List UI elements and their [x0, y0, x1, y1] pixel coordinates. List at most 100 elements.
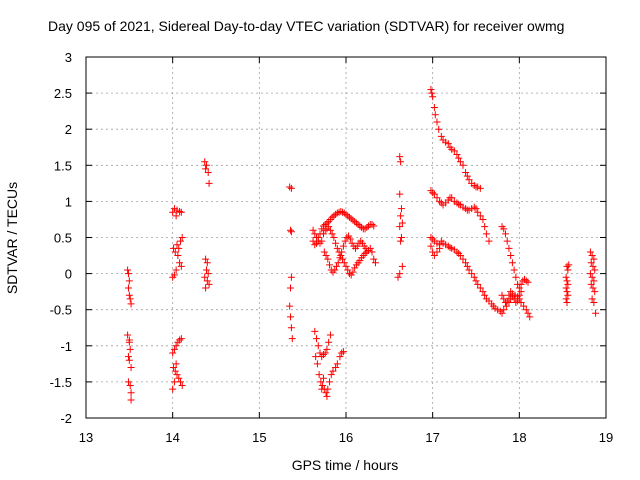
data-point — [448, 194, 456, 202]
data-point — [465, 176, 473, 184]
data-point — [588, 252, 596, 260]
data-point — [462, 259, 470, 267]
data-point — [591, 266, 599, 274]
data-point — [456, 158, 464, 166]
data-point — [340, 209, 348, 217]
data-point — [430, 252, 438, 260]
data-point — [430, 190, 438, 198]
data-point — [429, 189, 437, 197]
data-point — [124, 331, 132, 339]
data-point — [396, 153, 404, 161]
data-point — [172, 212, 180, 220]
data-point — [433, 248, 441, 256]
data-series — [586, 248, 600, 317]
data-point — [204, 270, 212, 278]
data-point — [287, 313, 295, 321]
data-point — [590, 298, 598, 306]
data-point — [524, 278, 532, 286]
axis-ticks: 13 14 15 16 17 18 19 -2 -1.5 -1 -0.5 0 0.5 1 1.5 2 2.5 3 — [50, 50, 614, 445]
data-point — [474, 208, 482, 216]
y-tick-label: -0.5 — [50, 303, 72, 318]
data-point — [590, 255, 598, 263]
data-point — [333, 209, 341, 217]
data-point — [427, 85, 435, 93]
data-point — [172, 266, 180, 274]
data-point — [515, 284, 523, 292]
data-point — [485, 237, 493, 245]
data-point — [371, 259, 379, 267]
data-point — [562, 273, 570, 281]
data-point — [201, 273, 209, 281]
data-point — [321, 221, 329, 229]
data-point — [363, 223, 371, 231]
data-point — [176, 259, 184, 267]
data-point — [127, 389, 135, 397]
data-point — [512, 298, 520, 306]
data-point — [287, 226, 295, 234]
data-point — [456, 252, 464, 260]
data-point — [331, 266, 339, 274]
data-point — [501, 298, 509, 306]
data-point — [472, 277, 480, 285]
data-point — [476, 284, 484, 292]
data-point — [589, 262, 597, 270]
data-series — [498, 223, 532, 306]
data-point — [397, 158, 405, 166]
data-point — [318, 237, 326, 245]
data-point — [512, 273, 520, 281]
data-point — [169, 273, 177, 281]
data-point — [446, 244, 454, 252]
data-point — [329, 367, 337, 375]
y-axis-label: SDTVAR / TECUs — [4, 182, 20, 294]
data-point — [586, 248, 594, 256]
data-point — [287, 324, 295, 332]
y-tick-label: 2.5 — [54, 86, 72, 101]
data-point — [319, 374, 327, 382]
data-point — [174, 252, 182, 260]
data-point — [320, 248, 328, 256]
data-point — [203, 259, 211, 267]
data-point — [433, 118, 441, 126]
data-point — [124, 266, 132, 274]
data-point — [169, 349, 177, 357]
data-point — [563, 298, 571, 306]
data-point — [170, 363, 178, 371]
data-point — [587, 259, 595, 267]
data-point — [340, 259, 348, 267]
data-point — [353, 242, 361, 250]
x-axis-label: GPS time / hours — [292, 457, 399, 473]
data-point — [459, 255, 467, 263]
data-point — [178, 234, 186, 241]
data-point — [177, 208, 185, 216]
data-point — [326, 261, 334, 269]
data-series — [394, 153, 406, 281]
x-tick-label: 19 — [599, 430, 613, 445]
data-point — [176, 336, 184, 344]
data-point — [470, 203, 478, 211]
data-point — [313, 360, 321, 368]
data-point — [586, 270, 594, 278]
data-point — [204, 169, 212, 177]
data-point — [344, 212, 352, 220]
data-point — [125, 291, 133, 299]
data-point — [171, 248, 179, 256]
data-series — [169, 335, 186, 393]
data-point — [396, 190, 404, 198]
data-point — [338, 248, 346, 256]
data-point — [587, 280, 595, 288]
data-point — [498, 291, 506, 299]
data-point — [322, 252, 330, 260]
data-point — [564, 291, 572, 299]
data-point — [347, 271, 355, 279]
data-point — [124, 270, 132, 278]
data-point — [175, 374, 183, 382]
data-point — [431, 111, 439, 119]
data-point — [450, 147, 458, 155]
data-series — [124, 266, 135, 308]
data-point — [356, 257, 364, 265]
data-point — [319, 382, 327, 390]
data-point — [444, 140, 452, 148]
data-point — [343, 234, 351, 241]
data-point — [328, 213, 336, 221]
data-point — [317, 378, 325, 386]
